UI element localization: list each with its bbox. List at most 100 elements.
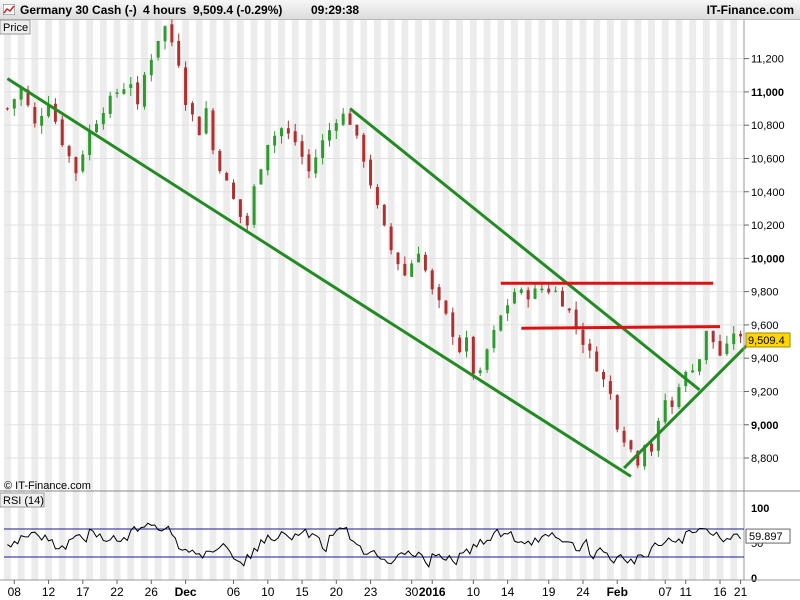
timeframe-label: 4 hours [143,3,187,17]
background-stripe [374,20,381,580]
background-stripe [456,20,464,580]
background-stripe [319,20,327,580]
candle-body [115,92,119,94]
rsi-tick-label: 0 [751,573,757,585]
time-tick-label: 20 [330,585,344,599]
candle-body [5,108,9,110]
candle-body [40,115,44,126]
candle-body [423,254,427,271]
candle-body [471,336,475,374]
candle-body [663,400,667,423]
candle-body [218,150,222,172]
candle-body [732,333,736,345]
candle-body [478,370,482,374]
candle-body [375,186,379,206]
candle-body [670,400,674,407]
candle-body [136,82,140,105]
background-stripes [4,20,738,580]
candle-body [389,226,393,251]
candle-body [417,253,421,263]
candle-body [533,288,537,299]
time-tick-label: 22 [110,585,124,599]
rsi-label-box: RSI (14) [0,492,45,508]
background-stripe [58,20,66,580]
candle-body [595,351,599,372]
candle-body [211,110,215,151]
last-quote: 9,509.4 (-0.29%) [193,3,283,17]
candle-body [519,289,523,293]
background-stripe [236,20,244,580]
candle-body [588,343,592,351]
background-stripe [99,20,107,580]
candle-body [53,103,57,122]
candle-body [177,40,181,66]
background-stripe [264,20,272,580]
background-stripe [223,20,231,580]
price-tick-label: 8,800 [751,453,779,465]
price-tick-label: 10,600 [751,153,785,165]
trend-line [623,343,749,470]
candle-body [286,128,290,134]
time-tick-label: 24 [576,585,590,599]
candle-body [300,141,304,157]
background-stripe [141,20,148,580]
candle-body [485,349,489,370]
background-stripe [86,20,94,580]
candle-body [307,154,311,172]
candle-body [204,108,208,134]
candle-body [465,337,468,352]
background-stripe [483,20,491,580]
price-tick-label: 9,000 [751,420,779,432]
last-price-value: 9,509.4 [748,335,785,347]
candle-body [74,157,78,174]
candle-body [26,89,30,106]
rsi-panel-label: RSI (14) [3,495,44,507]
candle-body [156,40,160,58]
time-tick-label: 11 [680,585,693,599]
time-tick-label: 30 [405,585,419,599]
time-tick-label: 21 [734,585,748,599]
candle-body [142,74,146,107]
candle-body [362,134,366,162]
background-stripe [634,20,642,580]
background-stripe [497,20,505,580]
price-tick-label: 9,200 [751,386,779,398]
background-stripe [730,20,738,580]
candle-body [348,113,352,125]
background-stripe [291,20,299,580]
candle-body [149,59,153,76]
background-stripe [305,20,313,580]
candle-body [574,309,578,328]
candle-body [458,337,462,353]
candle-body [321,140,325,158]
candle-body [410,263,414,277]
background-stripe [620,20,628,580]
background-stripe [250,20,258,580]
candle-body [163,26,167,42]
candle-body [629,440,633,450]
candle-body [512,292,516,304]
candle-body [108,95,112,114]
time-tick-label: 16 [713,585,727,599]
time-tick-label: Feb [607,585,628,599]
candle-body [334,123,338,131]
background-stripe [689,20,697,580]
background-stripe [168,20,176,580]
copyright-watermark: © IT-Finance.com [4,480,91,492]
time-tick-label: 06 [227,585,241,599]
background-stripe [579,20,587,580]
background-stripe [72,20,80,580]
candle-body [245,215,249,226]
candle-body [238,199,242,217]
candle-body [95,123,98,133]
price-panel-label: Price [3,22,28,34]
candle-body [266,144,270,171]
background-stripe [45,20,52,580]
candle-body [526,290,530,300]
brand-name: IT-Finance.com [706,3,794,17]
background-stripe [648,20,655,580]
candle-body [280,128,283,137]
candle-body [67,145,71,157]
candle-body [567,308,571,311]
